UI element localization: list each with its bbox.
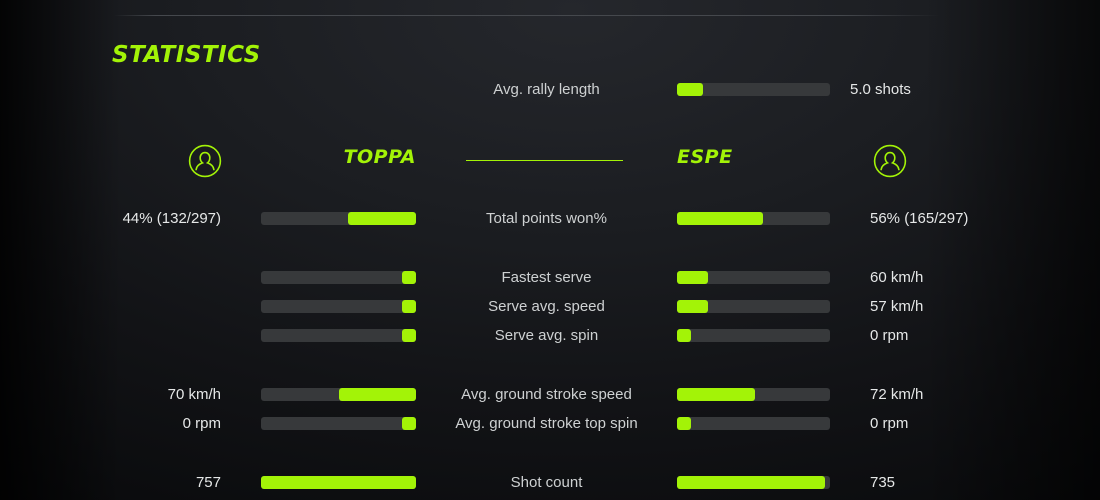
left-player-value: 0 rpm bbox=[182, 415, 221, 432]
right-player-bar bbox=[677, 417, 830, 430]
right-player-value: 0 rpm bbox=[870, 415, 909, 432]
stat-row: 0 rpm Avg. ground stroke top spin 0 rpm bbox=[0, 409, 1100, 438]
rally-length-label: Avg. rally length bbox=[493, 81, 600, 98]
right-player-bar-fill bbox=[677, 329, 691, 342]
right-player-bar-fill bbox=[677, 476, 826, 489]
right-player-bar bbox=[677, 476, 830, 489]
stat-row: 757 Shot count 735 bbox=[0, 468, 1100, 497]
left-player-bar bbox=[261, 300, 416, 313]
left-player-bar bbox=[261, 271, 416, 284]
left-player-bar bbox=[261, 388, 416, 401]
left-player-bar-fill bbox=[338, 388, 416, 401]
left-player-bar-fill bbox=[402, 329, 416, 342]
right-player-value: 735 bbox=[870, 474, 896, 491]
left-player-bar bbox=[261, 329, 416, 342]
left-player-value: 757 bbox=[195, 474, 221, 491]
right-player-bar bbox=[677, 300, 830, 313]
stat-label: Shot count bbox=[510, 474, 583, 491]
stat-label: Fastest serve bbox=[501, 269, 592, 286]
rally-length-bar bbox=[677, 83, 830, 96]
right-player-bar-fill bbox=[677, 212, 763, 225]
stat-row: Fastest serve 60 km/h bbox=[0, 263, 1100, 292]
right-player-value: 60 km/h bbox=[870, 269, 924, 286]
stat-row: Serve avg. speed 57 km/h bbox=[0, 292, 1100, 321]
left-player-bar bbox=[261, 212, 416, 225]
rally-length-value: 5.0 shots bbox=[850, 81, 911, 98]
stat-label: Serve avg. speed bbox=[488, 298, 605, 315]
left-player-bar-fill bbox=[261, 476, 416, 489]
stat-label: Serve avg. spin bbox=[494, 327, 599, 344]
left-player-value: 70 km/h bbox=[167, 386, 221, 403]
right-player-bar bbox=[677, 329, 830, 342]
right-player-value: 57 km/h bbox=[870, 298, 924, 315]
stat-rows: 44% (132/297) Total points won% 56% (165… bbox=[0, 204, 1100, 497]
left-player-avatar-icon[interactable] bbox=[188, 144, 222, 178]
players-divider-line bbox=[466, 160, 623, 161]
top-divider-line bbox=[114, 15, 940, 16]
right-player-bar bbox=[677, 271, 830, 284]
right-player-bar-fill bbox=[677, 417, 691, 430]
stat-row: 44% (132/297) Total points won% 56% (165… bbox=[0, 204, 1100, 233]
right-player-bar-fill bbox=[677, 300, 708, 313]
left-player-bar-fill bbox=[402, 300, 416, 313]
stat-row: 70 km/h Avg. ground stroke speed 72 km/h bbox=[0, 380, 1100, 409]
right-player-value: 56% (165/297) bbox=[870, 210, 969, 227]
stat-label: Total points won% bbox=[486, 210, 607, 227]
left-player-bar-fill bbox=[402, 417, 416, 430]
right-player-bar-fill bbox=[677, 388, 756, 401]
right-player-avatar-icon[interactable] bbox=[873, 144, 907, 178]
right-player-name: ESPE bbox=[677, 146, 733, 168]
rally-length-bar-fill bbox=[677, 83, 703, 96]
left-player-bar-fill bbox=[347, 212, 416, 225]
page-title: STATISTICS bbox=[112, 42, 261, 68]
right-player-bar bbox=[677, 212, 830, 225]
right-player-bar-fill bbox=[677, 271, 708, 284]
right-player-value: 0 rpm bbox=[870, 327, 909, 344]
stat-label: Avg. ground stroke speed bbox=[461, 386, 632, 403]
left-player-value: 44% (132/297) bbox=[122, 210, 221, 227]
right-player-value: 72 km/h bbox=[870, 386, 924, 403]
left-player-bar bbox=[261, 417, 416, 430]
left-player-bar bbox=[261, 476, 416, 489]
rally-length-row: Avg. rally length 5.0 shots bbox=[0, 75, 1100, 104]
stat-label: Avg. ground stroke top spin bbox=[455, 415, 638, 432]
left-player-bar-fill bbox=[402, 271, 416, 284]
left-player-name: TOPPA bbox=[343, 146, 416, 168]
stat-row: Serve avg. spin 0 rpm bbox=[0, 321, 1100, 350]
right-player-bar bbox=[677, 388, 830, 401]
